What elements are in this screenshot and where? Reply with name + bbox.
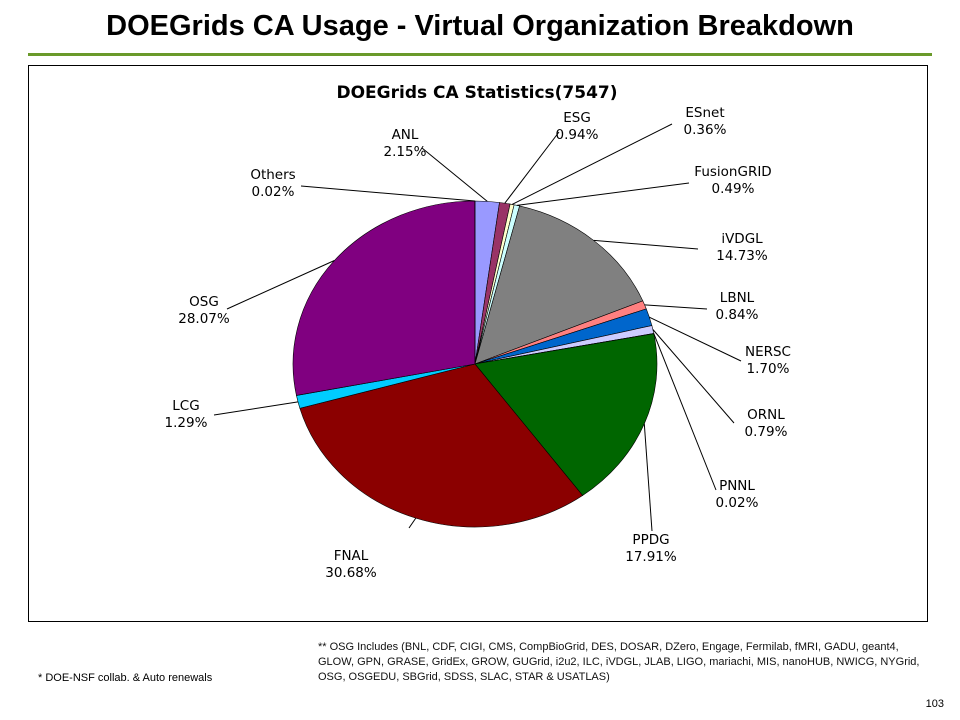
leader-line-lcg	[213, 401, 299, 416]
leader-line-ornl	[652, 329, 735, 424]
osg-footnote: ** OSG Includes (BNL, CDF, CIGI, CMS, Co…	[318, 641, 920, 683]
slice-label-others: Others	[250, 167, 295, 183]
slide-title: DOEGrids CA Usage - Virtual Organization…	[106, 10, 854, 42]
slice-label-ivdgl: iVDGL	[721, 231, 763, 247]
chart-title: DOEGrids CA Statistics(7547)	[336, 83, 617, 103]
slice-label-anl: ANL	[392, 127, 419, 143]
slice-label-esg: ESG	[563, 110, 591, 126]
slice-value-ivdgl: 14.73%	[716, 248, 768, 264]
slice-value-esnet: 0.36%	[684, 122, 727, 138]
slice-value-lbnl: 0.84%	[716, 307, 759, 323]
pie-slice-ppdg	[474, 333, 658, 496]
leader-line-ppdg	[643, 423, 653, 532]
leader-lines	[213, 123, 742, 532]
slice-label-osg: OSG	[189, 294, 219, 310]
slice-label-esnet: ESnet	[685, 105, 724, 121]
leader-line-anl	[421, 147, 488, 202]
slice-value-ornl: 0.79%	[745, 424, 788, 440]
slice-value-osg: 28.07%	[178, 311, 230, 327]
slice-label-pnnl: PNNL	[719, 478, 755, 494]
leader-line-fusiongrid	[516, 182, 690, 206]
slice-value-nersc: 1.70%	[747, 361, 790, 377]
slice-label-ppdg: PPDG	[632, 532, 669, 548]
renewals-footnote: * DOE-NSF collab. & Auto renewals	[38, 672, 213, 684]
pie-slice-ivdgl	[474, 205, 644, 365]
slice-label-ornl: ORNL	[747, 407, 785, 423]
slice-value-anl: 2.15%	[384, 144, 427, 160]
slice-value-esg: 0.94%	[556, 127, 599, 143]
leader-line-esnet	[511, 123, 673, 205]
slice-label-fusiongrid: FusionGRID	[694, 164, 771, 180]
leader-line-osg	[226, 260, 335, 310]
leader-line-nersc	[649, 316, 742, 362]
pie-slices	[292, 200, 658, 528]
slice-label-fnal: FNAL	[334, 548, 369, 564]
leader-line-pnnl	[653, 333, 717, 491]
slice-value-lcg: 1.29%	[165, 415, 208, 431]
leader-line-fnal	[408, 517, 417, 529]
leader-line-esg	[504, 131, 560, 204]
slice-label-lbnl: LBNL	[720, 290, 755, 306]
leader-line-ivdgl	[593, 239, 699, 250]
slice-value-pnnl: 0.02%	[716, 495, 759, 511]
pie-slice-osg	[292, 200, 476, 396]
page-number: 103	[925, 698, 944, 710]
slice-value-ppdg: 17.91%	[625, 549, 677, 565]
slice-value-fnal: 30.68%	[325, 565, 377, 581]
leader-line-others	[300, 185, 475, 202]
slice-label-nersc: NERSC	[745, 344, 791, 360]
slice-value-others: 0.02%	[252, 184, 295, 200]
chart-frame: DOEGrids CA Statistics(7547) ANL 2.15% ESG…	[28, 65, 928, 622]
slice-label-lcg: LCG	[172, 398, 199, 414]
title-underline	[28, 53, 932, 56]
leader-line-lbnl	[644, 304, 708, 310]
slice-value-fusiongrid: 0.49%	[712, 181, 755, 197]
